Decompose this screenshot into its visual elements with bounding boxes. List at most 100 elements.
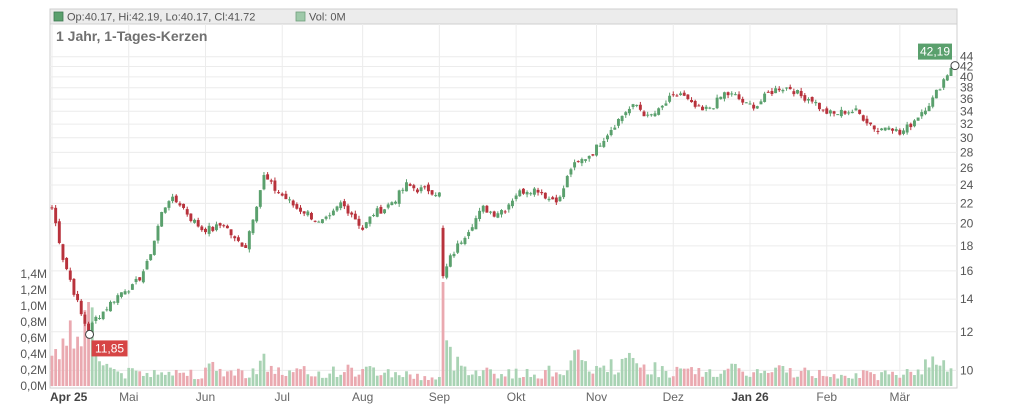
candle-body — [613, 127, 617, 130]
candle-body — [116, 295, 120, 303]
volume-bar — [83, 310, 87, 386]
candle-body — [514, 195, 518, 200]
volume-bar — [752, 372, 756, 386]
volume-bar — [255, 374, 259, 386]
last-price-label: 42,19 — [920, 45, 950, 59]
time-tick-label: Mai — [119, 390, 138, 404]
candle-body — [130, 284, 134, 290]
candle-body — [653, 113, 657, 117]
volume-bar — [353, 376, 357, 386]
candle-body — [912, 120, 916, 127]
candle-body — [759, 101, 763, 105]
volume-bar — [649, 374, 653, 386]
volume-bar — [116, 371, 120, 386]
volume-bar — [693, 374, 697, 386]
candle-body — [350, 212, 354, 215]
candle-body — [394, 201, 397, 204]
volume-bar — [551, 376, 555, 386]
volume-bar — [682, 368, 686, 386]
candle-body — [609, 130, 613, 136]
volume-bar — [481, 370, 485, 386]
candle-body — [909, 123, 913, 128]
volume-bar — [419, 380, 423, 386]
candle-body — [225, 225, 229, 229]
volume-bar — [448, 346, 452, 386]
candle-body — [766, 91, 770, 93]
volume-bar — [774, 367, 777, 386]
volume-bar — [865, 370, 869, 386]
candle-body — [306, 211, 310, 216]
volume-bar — [288, 370, 291, 386]
candle-body — [799, 90, 803, 97]
candle-body — [708, 107, 712, 109]
volume-bar — [576, 349, 580, 386]
volume-bar — [394, 372, 397, 386]
volume-bar — [825, 376, 829, 386]
candle-body — [167, 201, 171, 208]
price-tick-label: 32 — [960, 117, 974, 131]
price-tick-label: 38 — [960, 81, 974, 95]
candle-body — [807, 99, 810, 101]
volume-swatch — [295, 11, 306, 22]
volume-bar — [61, 338, 65, 386]
volume-bar — [266, 371, 270, 386]
low-price-label-box — [91, 340, 128, 357]
volume-bar — [777, 365, 781, 386]
candle-body — [627, 108, 631, 114]
candle-body — [748, 103, 752, 105]
time-axis: Apr 25 Mai Jun Jul Aug Sep Okt Nov Dez Jan 26 Feb M… — [50, 390, 910, 404]
volume-bar — [628, 352, 631, 386]
volume-bar — [522, 376, 525, 386]
candle-body — [412, 185, 416, 189]
volume-bar — [554, 372, 558, 386]
volume-bar — [79, 346, 83, 386]
volume-bar — [489, 369, 492, 386]
candle-body — [200, 226, 204, 231]
candle-body — [733, 94, 737, 96]
volume-bar — [584, 361, 587, 386]
price-tick-label: 18 — [960, 239, 974, 253]
candle-body — [511, 200, 514, 207]
candle-body — [65, 257, 69, 270]
candle-body — [770, 91, 774, 95]
volume-bar — [810, 376, 814, 386]
candle-body — [76, 293, 80, 301]
volume-bar — [843, 375, 847, 386]
candle-body — [927, 105, 931, 112]
candle-body — [817, 102, 821, 110]
volume-tick-label: 0,2M — [20, 363, 47, 377]
candle-body — [532, 188, 536, 195]
volume-bar — [65, 345, 69, 386]
volume-bar — [562, 375, 566, 386]
candle-body — [145, 260, 149, 270]
candle-body — [649, 114, 653, 116]
volume-bar — [383, 372, 386, 386]
candle-body — [233, 236, 237, 239]
volume-bar — [105, 363, 109, 386]
volume-bar — [945, 371, 949, 386]
volume-bar — [902, 374, 905, 386]
candle-body — [730, 93, 734, 95]
candle-body — [185, 209, 189, 215]
candle-body — [664, 103, 668, 106]
volume-bar — [503, 376, 507, 386]
candle-body — [788, 86, 792, 90]
candle-body — [229, 229, 233, 236]
candle-body — [255, 206, 259, 222]
price-tick-label: 12 — [960, 325, 974, 339]
time-tick-label: Jan 26 — [731, 390, 769, 404]
low-price-label: 11,85 — [95, 341, 124, 355]
candle-body — [485, 205, 489, 213]
candle-body — [339, 202, 343, 209]
candle-body — [335, 206, 339, 211]
time-tick-label: Mär — [890, 390, 911, 404]
volume-bar — [832, 374, 836, 386]
volume-bar — [277, 367, 280, 386]
volume-bar — [445, 340, 449, 386]
volume-bar — [573, 350, 576, 386]
candle-body — [898, 129, 902, 135]
price-tick-label: 42 — [960, 60, 974, 74]
volume-bar — [342, 372, 346, 386]
candle-body — [138, 277, 142, 281]
